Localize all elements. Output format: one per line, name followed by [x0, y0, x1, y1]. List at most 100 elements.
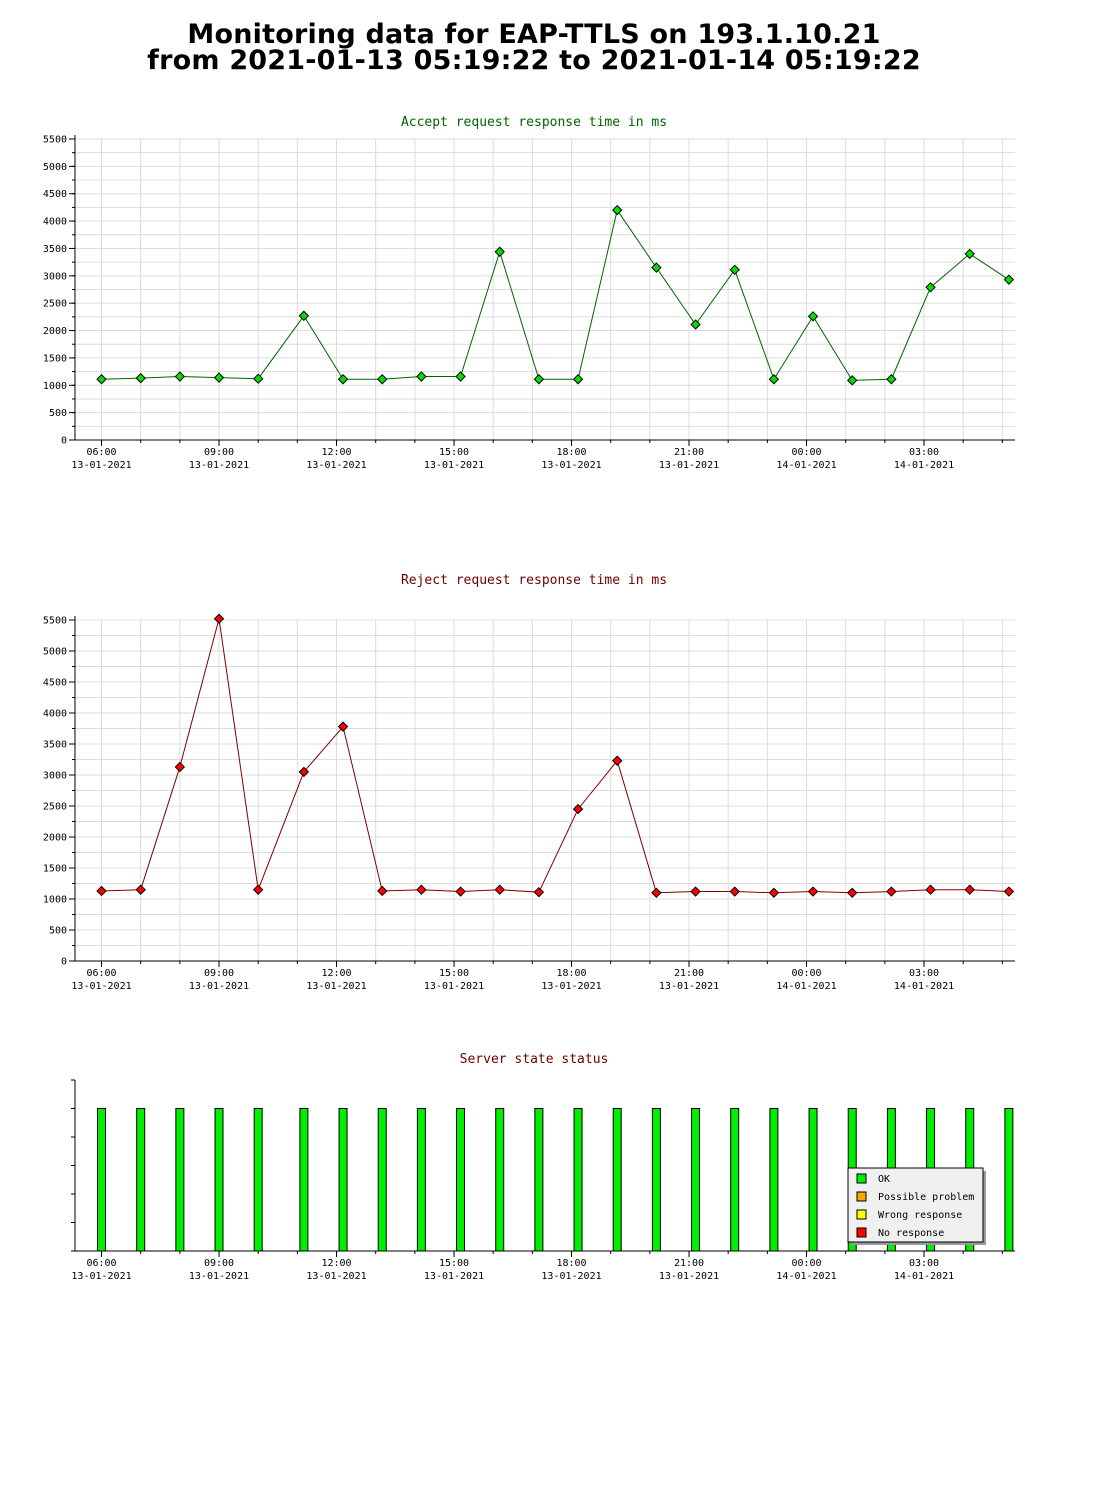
legend-label: No response — [878, 1228, 944, 1239]
data-point — [416, 884, 427, 895]
data-point — [298, 766, 310, 778]
data-point — [96, 885, 107, 897]
x-tick-label-date: 13-01-2021 — [424, 460, 484, 471]
data-point — [1003, 886, 1015, 897]
data-point — [690, 886, 701, 897]
data-point — [729, 886, 740, 897]
data-point — [377, 885, 388, 897]
x-tick-label-date: 13-01-2021 — [189, 1271, 249, 1282]
data-point — [729, 264, 740, 276]
data-point — [1003, 274, 1015, 285]
status-bar — [253, 1108, 263, 1252]
y-tick-label: 1500 — [43, 353, 67, 364]
x-tick-label-time: 09:00 — [204, 447, 234, 458]
chart-title: Server state status — [460, 1052, 609, 1067]
data-point — [807, 311, 819, 322]
x-tick-label-time: 12:00 — [321, 447, 351, 458]
legend-swatch — [856, 1173, 867, 1184]
data-point — [455, 371, 466, 382]
status-bar — [534, 1108, 544, 1252]
x-tick-label-time: 12:00 — [321, 1258, 351, 1269]
accept-response-time-chart: Accept request response time in ms 06:00… — [43, 115, 1015, 471]
y-tick-label: 0 — [61, 957, 67, 968]
status-bar — [612, 1108, 622, 1252]
y-tick-label: 1500 — [43, 864, 67, 875]
data-point — [252, 373, 264, 384]
status-bar — [416, 1108, 426, 1252]
x-tick-label-time: 06:00 — [86, 1258, 116, 1269]
y-tick-label: 2500 — [43, 802, 67, 813]
x-tick-label-time: 21:00 — [674, 447, 704, 458]
y-tick-label: 1000 — [43, 381, 67, 392]
data-point — [298, 310, 310, 321]
chart-title: Reject request response time in ms — [401, 573, 667, 588]
data-point — [690, 319, 701, 330]
y-tick-label: 2000 — [43, 833, 67, 844]
y-tick-label: 5000 — [43, 162, 67, 173]
y-tick-label: 2500 — [43, 299, 67, 310]
data-point — [651, 887, 662, 899]
data-point — [847, 887, 858, 899]
data-point — [135, 372, 146, 384]
server-state-status-chart: Server state status 06:00 13-01-2021 09:00… — [71, 1052, 1015, 1282]
status-bar — [691, 1108, 701, 1252]
status-bar — [573, 1108, 583, 1252]
page-title-line-1: Monitoring data for EAP-TTLS on 193.1.10… — [187, 19, 881, 50]
status-bar — [1004, 1108, 1014, 1252]
x-tick-label-date: 13-01-2021 — [71, 1271, 131, 1282]
y-tick-label: 2000 — [43, 326, 67, 337]
y-tick-label: 4000 — [43, 709, 67, 720]
data-point — [768, 887, 780, 899]
x-tick-label-time: 18:00 — [556, 447, 586, 458]
status-bar — [338, 1108, 348, 1252]
data-point — [494, 246, 505, 257]
data-point — [807, 886, 819, 897]
status-bar — [651, 1108, 661, 1252]
chart-title: Accept request response time in ms — [401, 115, 667, 130]
status-bar — [299, 1108, 309, 1252]
x-tick-label-time: 06:00 — [86, 968, 116, 979]
data-point — [135, 884, 146, 895]
x-tick-label-time: 15:00 — [439, 1258, 469, 1269]
x-tick-label-date: 14-01-2021 — [894, 981, 954, 992]
x-tick-label-date: 13-01-2021 — [424, 1271, 484, 1282]
status-bar — [495, 1108, 505, 1252]
x-tick-label-time: 00:00 — [791, 1258, 821, 1269]
x-tick-label-date: 13-01-2021 — [541, 460, 601, 471]
x-tick-label-date: 14-01-2021 — [776, 460, 836, 471]
x-tick-label-time: 21:00 — [674, 968, 704, 979]
x-tick-label-date: 13-01-2021 — [541, 981, 601, 992]
legend-swatch — [856, 1191, 867, 1202]
data-point — [337, 374, 349, 385]
y-tick-label: 1000 — [43, 895, 67, 906]
data-point — [174, 761, 186, 773]
x-tick-label-date: 13-01-2021 — [189, 460, 249, 471]
x-tick-label-time: 03:00 — [909, 447, 939, 458]
data-point — [651, 262, 662, 273]
data-point — [213, 613, 225, 624]
x-tick-label-time: 03:00 — [909, 968, 939, 979]
x-tick-label-time: 00:00 — [791, 447, 821, 458]
y-tick-label: 5000 — [43, 647, 67, 658]
x-tick-label-time: 18:00 — [556, 968, 586, 979]
data-point — [174, 371, 186, 382]
data-point — [886, 374, 897, 385]
x-tick-label-date: 13-01-2021 — [659, 460, 719, 471]
x-tick-label-date: 13-01-2021 — [306, 981, 366, 992]
x-tick-label-date: 13-01-2021 — [659, 1271, 719, 1282]
y-tick-label: 3000 — [43, 271, 67, 282]
status-bar — [136, 1108, 146, 1252]
y-tick-label: 4000 — [43, 217, 67, 228]
reject-response-time-chart: Reject request response time in ms 06:00… — [43, 573, 1015, 992]
data-point — [572, 803, 584, 815]
x-tick-label-time: 06:00 — [86, 447, 116, 458]
data-point — [213, 372, 225, 383]
legend-label: Wrong response — [878, 1210, 962, 1221]
y-tick-label: 3500 — [43, 740, 67, 751]
data-point — [533, 886, 545, 898]
status-bar — [97, 1108, 107, 1252]
status-bar — [377, 1108, 387, 1252]
x-tick-label-date: 13-01-2021 — [71, 460, 131, 471]
x-tick-label-time: 09:00 — [204, 1258, 234, 1269]
data-point — [768, 374, 780, 385]
